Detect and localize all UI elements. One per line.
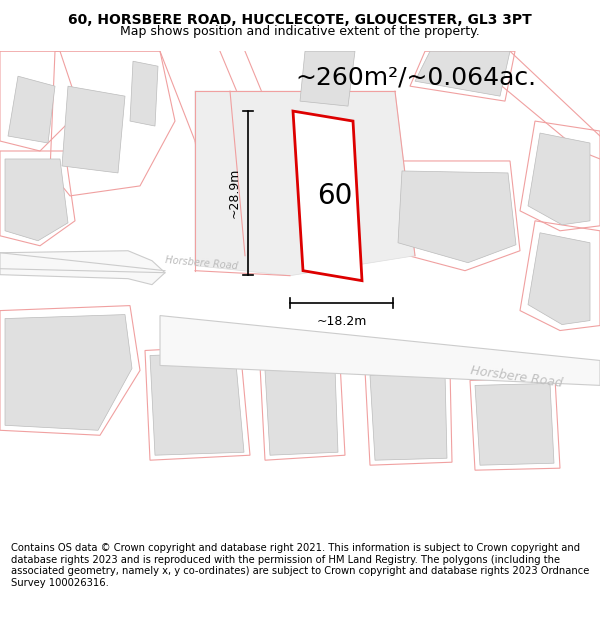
Text: 60: 60 [317,182,353,210]
Polygon shape [160,316,600,386]
Text: Horsbere Road: Horsbere Road [470,364,564,391]
Polygon shape [300,51,355,106]
Polygon shape [5,314,132,430]
Text: 60, HORSBERE ROAD, HUCCLECOTE, GLOUCESTER, GL3 3PT: 60, HORSBERE ROAD, HUCCLECOTE, GLOUCESTE… [68,12,532,27]
Polygon shape [475,383,554,465]
Polygon shape [5,159,68,241]
Text: Map shows position and indicative extent of the property.: Map shows position and indicative extent… [120,26,480,39]
Polygon shape [130,61,158,126]
Text: Contains OS data © Crown copyright and database right 2021. This information is : Contains OS data © Crown copyright and d… [11,543,589,588]
Polygon shape [195,91,415,276]
Text: ~28.9m: ~28.9m [227,168,241,218]
Polygon shape [8,76,55,143]
Polygon shape [150,352,244,455]
Polygon shape [370,373,447,460]
Polygon shape [528,232,590,324]
Polygon shape [415,51,510,96]
Text: Horsbere Road: Horsbere Road [165,254,238,271]
Polygon shape [398,171,516,262]
Polygon shape [293,111,362,281]
Polygon shape [0,251,165,284]
Polygon shape [528,133,590,225]
Polygon shape [62,86,125,173]
Text: ~18.2m: ~18.2m [316,314,367,328]
Text: ~260m²/~0.064ac.: ~260m²/~0.064ac. [295,65,536,89]
Polygon shape [265,369,338,455]
